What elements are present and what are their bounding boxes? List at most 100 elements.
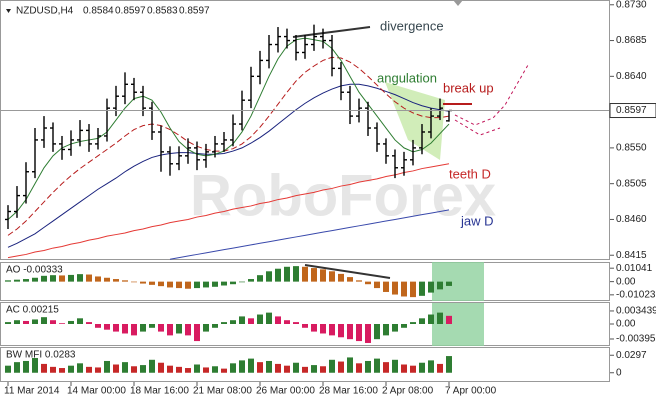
histogram-bar — [320, 366, 326, 373]
histogram-bar — [266, 312, 272, 324]
highlight — [432, 262, 484, 301]
x-tick-label: 28 Mar 16:00 — [319, 386, 378, 397]
histogram-bar — [410, 322, 416, 324]
header-close: 0.8597 — [179, 6, 210, 17]
histogram-bar — [329, 359, 335, 373]
histogram-bar — [95, 276, 101, 282]
histogram-bar — [365, 324, 371, 343]
histogram-bar — [140, 281, 146, 284]
histogram-bar — [167, 281, 173, 288]
histogram-bar — [437, 363, 443, 373]
histogram-bar — [131, 281, 137, 283]
histogram-bar — [329, 324, 335, 336]
header-high: 0.8597 — [115, 6, 146, 17]
histogram-bar — [68, 365, 74, 373]
forecast-line — [454, 64, 529, 126]
x-tick-label: 11 Mar 2014 — [4, 386, 60, 397]
annotation: divergence — [380, 18, 444, 33]
histogram-bar — [86, 366, 92, 373]
histogram-bar — [311, 324, 317, 332]
histogram-bar — [59, 368, 65, 373]
histogram-bar — [230, 363, 236, 373]
divergence-line — [304, 264, 391, 279]
histogram-bar — [356, 363, 362, 373]
header-open: 0.8584 — [83, 6, 114, 17]
histogram-bar — [419, 281, 425, 296]
x-tick-label: 18 Mar 16:00 — [130, 386, 189, 397]
histogram-bar — [131, 324, 137, 336]
divergence-line — [292, 26, 371, 38]
histogram-bar — [275, 316, 281, 324]
indicator-line — [7, 163, 450, 259]
histogram-bar — [275, 363, 281, 373]
histogram-bar — [32, 319, 38, 324]
histogram-bar — [14, 362, 20, 373]
histogram-bar — [212, 324, 218, 328]
histogram-bar — [140, 324, 146, 332]
forecast-line — [454, 119, 501, 136]
x-tick-label: 7 Apr 00:00 — [445, 386, 497, 397]
indicator-line — [7, 83, 450, 248]
histogram-bar — [239, 360, 245, 373]
histogram-bar — [185, 324, 191, 336]
histogram-bar — [14, 320, 20, 324]
histogram-bar — [230, 320, 236, 324]
histogram-bar — [428, 281, 434, 293]
histogram-bar — [221, 322, 227, 324]
histogram-bar — [5, 365, 11, 373]
menu-arrow — [6, 9, 11, 13]
histogram-bar — [293, 322, 299, 324]
histogram-bar — [338, 324, 344, 338]
histogram-bar — [203, 281, 209, 288]
histogram-bar — [158, 281, 164, 287]
x-tick-label: 14 Mar 00:00 — [67, 386, 126, 397]
histogram-bar — [383, 281, 389, 292]
histogram-bar — [347, 324, 353, 340]
histogram-bar — [59, 275, 65, 282]
last-price-box — [609, 103, 656, 119]
histogram-bar — [284, 365, 290, 373]
histogram-bar — [59, 323, 65, 324]
histogram-bar — [257, 314, 263, 324]
histogram-bar — [275, 268, 281, 282]
histogram-bar — [446, 281, 452, 286]
y-tick-label: 0.8550 — [616, 143, 647, 154]
histogram-bar — [248, 358, 254, 373]
histogram-bar — [14, 279, 20, 282]
histogram-bar — [68, 320, 74, 324]
histogram-bar — [50, 320, 56, 324]
histogram-bar — [131, 366, 137, 373]
histogram-bar — [149, 324, 155, 328]
histogram-bar — [347, 277, 353, 282]
histogram-bar — [158, 362, 164, 373]
histogram-bar — [23, 320, 29, 324]
histogram-bar — [257, 362, 263, 373]
histogram-bar — [410, 365, 416, 373]
histogram-bar — [383, 362, 389, 373]
histogram-bar — [392, 359, 398, 373]
histogram-bar — [113, 364, 119, 373]
histogram-bar — [50, 366, 56, 373]
histogram-bar — [257, 275, 263, 282]
histogram-bar — [437, 312, 443, 324]
annotation: angulation — [377, 70, 437, 85]
x-tick-label: 21 Mar 08:00 — [193, 386, 252, 397]
histogram-bar — [329, 271, 335, 282]
histogram-bar — [239, 281, 245, 283]
histogram-bar — [302, 266, 308, 282]
histogram-bar — [176, 324, 182, 334]
histogram-bar — [41, 275, 47, 282]
histogram-bar — [95, 324, 101, 328]
y-tick-label: 0.8460 — [616, 214, 647, 225]
histogram-bar — [320, 269, 326, 282]
histogram-bar — [185, 281, 191, 289]
histogram-bar — [32, 358, 38, 373]
histogram-bar — [5, 280, 11, 282]
histogram-bar — [194, 364, 200, 373]
histogram-bar — [239, 316, 245, 324]
histogram-bar — [248, 318, 254, 324]
histogram-bar — [32, 277, 38, 282]
histogram-bar — [428, 360, 434, 373]
y-tick-label: 0 — [616, 367, 622, 378]
histogram-bar — [338, 361, 344, 373]
